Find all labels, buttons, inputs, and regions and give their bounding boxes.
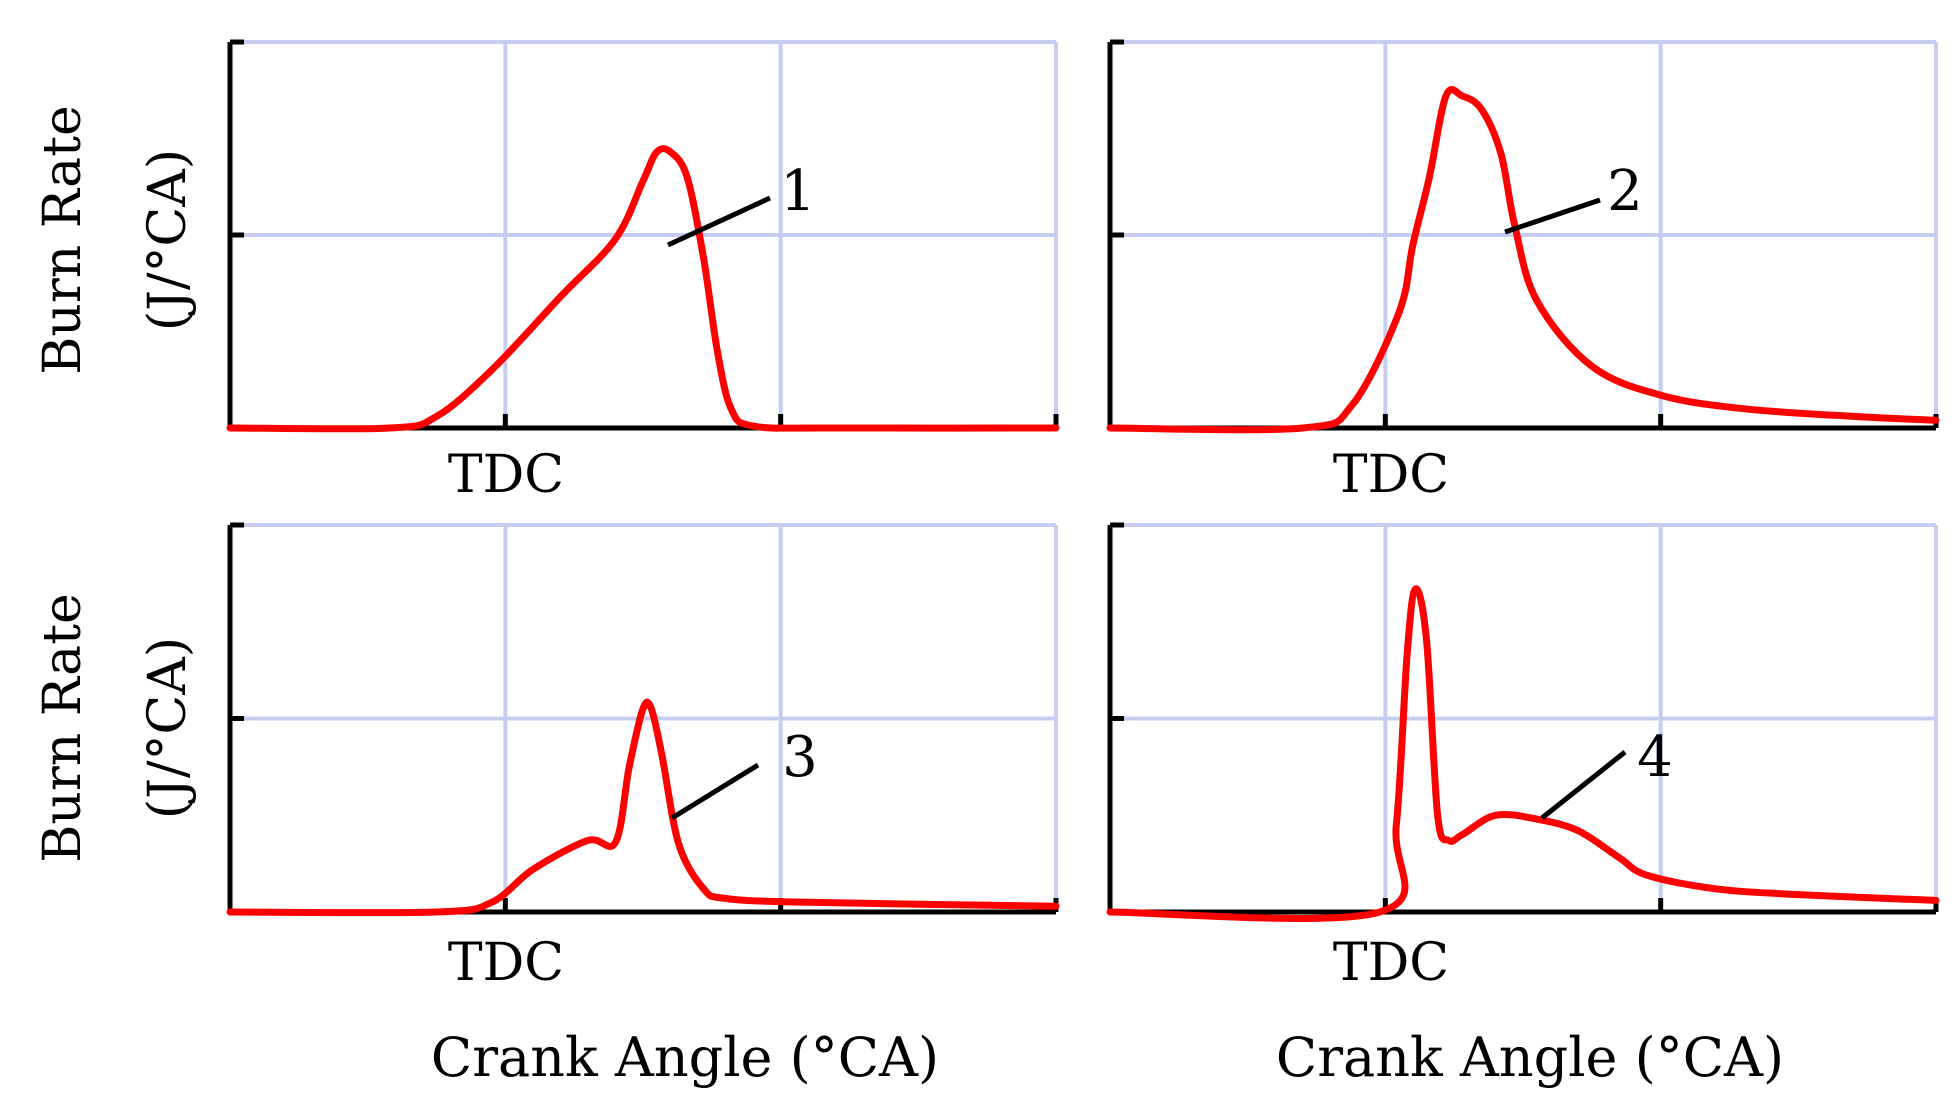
panel-3: 3: [226, 522, 1060, 917]
x-tick-label-tdc-2: TDC: [1333, 445, 1449, 505]
curve-label: 4: [1637, 725, 1673, 790]
curve-label: 3: [782, 725, 818, 790]
x-tick-label-tdc-3: TDC: [448, 933, 564, 993]
x-axis-label-left: Crank Angle (°CA): [431, 1026, 939, 1089]
x-tick-label-tdc-4: TDC: [1333, 933, 1449, 993]
callout-line: [670, 762, 760, 821]
curve-label: 2: [1607, 159, 1643, 224]
panel-4: 4: [1106, 522, 1940, 922]
burn-rate-curve: [1106, 585, 1940, 922]
panel-2: 2: [1106, 39, 1940, 434]
y-axis-label-top-line1: Burn Rate: [33, 105, 93, 375]
x-tick-label-tdc-1: TDC: [448, 445, 564, 505]
panel-1: 1: [226, 39, 1060, 433]
y-axis-label-bottom-line1: Burn Rate: [33, 593, 93, 863]
callout-line: [1504, 197, 1601, 235]
y-axis-label-bottom-line2: (J/°CA): [138, 637, 198, 819]
burn-rate-curve: [226, 145, 1060, 433]
callout-line: [1540, 750, 1627, 820]
x-axis-label-right: Crank Angle (°CA): [1276, 1026, 1784, 1089]
burn-rate-curve: [226, 698, 1060, 917]
callout-line: [666, 195, 772, 248]
curve-label: 1: [780, 159, 816, 224]
y-axis-label-top-line2: (J/°CA): [138, 149, 198, 331]
burn-rate-curve: [1106, 86, 1940, 434]
